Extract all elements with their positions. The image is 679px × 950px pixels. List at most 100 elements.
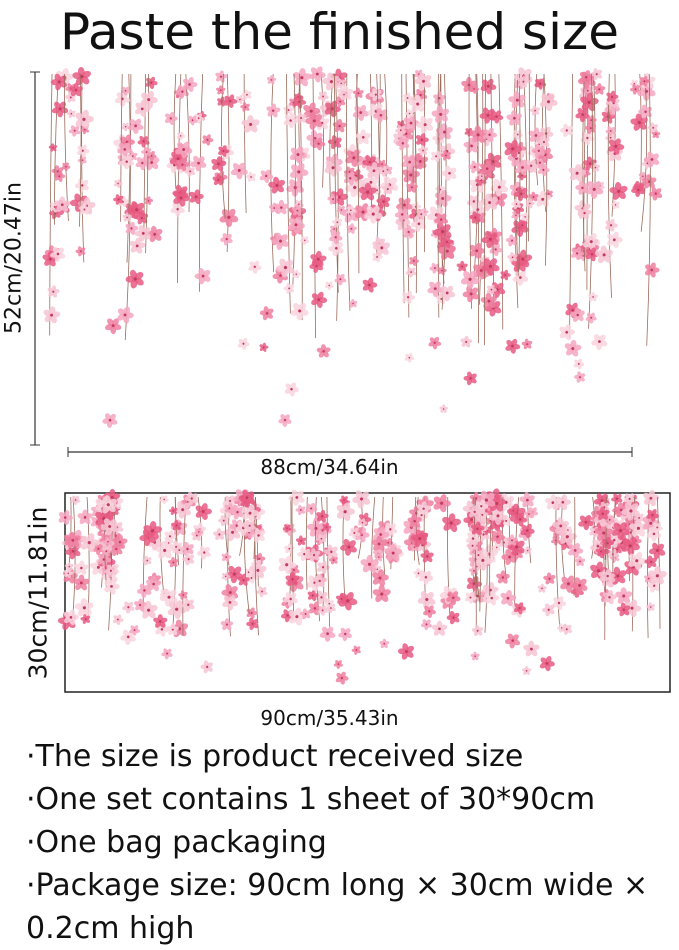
- blossom: [345, 149, 363, 168]
- petal: [511, 240, 517, 246]
- petal: [397, 121, 402, 126]
- blossom: [237, 338, 250, 350]
- blossom: [170, 202, 185, 217]
- petal: [637, 184, 644, 191]
- petal: [638, 173, 644, 178]
- blossom: [505, 338, 521, 354]
- blossom: [564, 339, 582, 357]
- blossom: [75, 246, 86, 257]
- blossom: [348, 298, 358, 308]
- blossom: [288, 489, 305, 506]
- blossom-center: [60, 203, 64, 207]
- blossom: [629, 84, 641, 95]
- blossom: [609, 182, 628, 200]
- blossom: [434, 189, 452, 207]
- blossom: [266, 75, 277, 85]
- petal: [54, 101, 61, 110]
- blossom: [573, 358, 585, 370]
- petal: [407, 267, 412, 273]
- blossom: [559, 324, 576, 341]
- blossom: [142, 555, 152, 566]
- blossom-center: [410, 271, 413, 273]
- blossom-center: [150, 161, 154, 164]
- blossom-center: [637, 188, 640, 192]
- blossom: [125, 269, 144, 289]
- blossom: [114, 179, 123, 188]
- blossom: [324, 281, 334, 291]
- petal: [122, 122, 127, 127]
- blossom: [480, 78, 497, 95]
- petal: [633, 183, 640, 191]
- blossom: [220, 233, 233, 246]
- blossom: [352, 105, 369, 121]
- blossom: [266, 103, 281, 118]
- blossom: [404, 353, 415, 363]
- blossom-center: [58, 107, 62, 111]
- blossom-center: [339, 100, 342, 103]
- petal: [313, 138, 320, 145]
- petal: [546, 189, 550, 195]
- blossom-center: [140, 216, 143, 220]
- petal: [330, 225, 335, 230]
- blossom-center: [50, 313, 54, 317]
- blossom-center: [57, 80, 61, 84]
- blossom-center: [541, 197, 545, 201]
- blossom: [500, 269, 511, 281]
- blossom: [334, 273, 347, 286]
- blossom-center: [124, 125, 127, 128]
- blossom: [176, 131, 186, 141]
- blossom-center: [141, 161, 144, 165]
- blossom: [271, 232, 289, 250]
- blossom: [317, 91, 329, 103]
- blossom: [43, 306, 61, 324]
- blossom: [409, 255, 420, 267]
- blossom-center: [322, 95, 325, 98]
- blossom: [259, 342, 269, 352]
- blossom: [332, 118, 347, 133]
- blossom-center: [519, 276, 522, 279]
- blossom: [352, 87, 364, 99]
- blossom: [311, 291, 328, 308]
- blossom: [278, 414, 292, 427]
- blossom: [402, 165, 420, 184]
- blossom-center: [609, 136, 612, 139]
- blossom: [47, 285, 60, 298]
- blossom: [512, 129, 523, 140]
- blossom: [51, 101, 69, 118]
- petal: [354, 105, 362, 114]
- blossom-center: [614, 144, 618, 148]
- petal: [50, 202, 56, 208]
- blossom: [159, 495, 169, 505]
- petal: [136, 157, 143, 164]
- blossom-center: [219, 89, 222, 92]
- blossom-center: [504, 274, 507, 276]
- blossom: [439, 404, 448, 413]
- blossom-center: [333, 228, 335, 230]
- blossom: [605, 218, 618, 232]
- blossom: [631, 183, 645, 198]
- blossom: [50, 246, 66, 262]
- stem: [177, 73, 182, 284]
- petal: [318, 91, 324, 97]
- petal: [415, 70, 420, 75]
- blossom-center: [642, 175, 644, 178]
- petal: [411, 208, 418, 216]
- petal: [336, 96, 342, 102]
- blossom: [508, 91, 526, 109]
- petal: [638, 121, 647, 130]
- blossom-center: [548, 193, 550, 195]
- blossom-center: [133, 277, 137, 281]
- stem: [640, 73, 648, 232]
- blossom: [405, 267, 417, 278]
- petal: [641, 104, 648, 112]
- petal: [52, 246, 60, 255]
- blossom-center: [352, 156, 356, 160]
- blossom-center: [461, 265, 464, 268]
- petal: [139, 135, 145, 142]
- petal: [54, 165, 60, 172]
- blossom-center: [48, 257, 52, 261]
- petal: [52, 147, 57, 152]
- blossom: [284, 543, 295, 554]
- blossom: [312, 137, 326, 151]
- blossom: [505, 234, 518, 247]
